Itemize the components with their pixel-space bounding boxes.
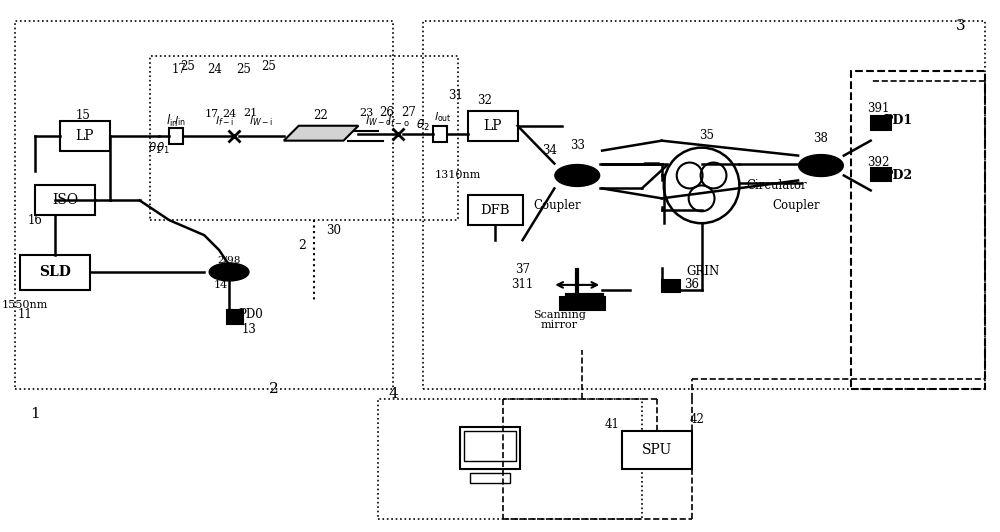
Text: 24: 24 <box>222 109 236 119</box>
Bar <box>851 71 985 389</box>
Text: 4: 4 <box>388 387 398 401</box>
Text: 31: 31 <box>448 89 463 102</box>
Text: $l_{\rm out}$: $l_{\rm out}$ <box>434 110 452 124</box>
Text: $l_{\rm in}$: $l_{\rm in}$ <box>166 113 178 129</box>
Text: 2: 2 <box>269 383 279 396</box>
Text: 16: 16 <box>28 214 43 227</box>
Text: 42: 42 <box>689 413 704 426</box>
Bar <box>227 310 243 323</box>
Bar <box>20 255 90 290</box>
Text: $l_{f\rm -i}$: $l_{f\rm -i}$ <box>215 114 234 128</box>
Text: 11: 11 <box>18 308 33 321</box>
Text: 23: 23 <box>359 108 373 118</box>
Text: SPU: SPU <box>642 443 672 457</box>
Text: 21: 21 <box>243 108 257 118</box>
Text: Circulator: Circulator <box>746 179 807 192</box>
Text: 25: 25 <box>261 60 276 72</box>
Text: 392: 392 <box>867 156 890 169</box>
Text: Coupler: Coupler <box>772 199 820 212</box>
Bar <box>468 111 518 140</box>
Text: Coupler: Coupler <box>534 199 581 212</box>
Bar <box>470 473 510 483</box>
Text: $\theta_1$: $\theta_1$ <box>148 141 161 156</box>
Bar <box>460 427 520 469</box>
Text: $l_{W\rm -i}$: $l_{W\rm -i}$ <box>249 114 273 128</box>
Text: 33: 33 <box>570 139 585 152</box>
Ellipse shape <box>799 155 843 177</box>
Text: $\theta_1$: $\theta_1$ <box>156 141 169 156</box>
Bar <box>662 280 680 292</box>
Text: PD2: PD2 <box>883 169 912 182</box>
Text: SLD: SLD <box>39 265 71 279</box>
Text: 36: 36 <box>684 278 699 292</box>
Text: LP: LP <box>76 129 94 143</box>
Text: $l_{f\rm -o}$: $l_{f\rm -o}$ <box>387 113 410 129</box>
Text: 38: 38 <box>814 132 828 145</box>
Bar <box>871 116 891 130</box>
Bar <box>35 186 95 215</box>
Bar <box>560 297 605 310</box>
Bar <box>423 21 985 389</box>
Bar <box>60 121 110 151</box>
Text: 3: 3 <box>955 19 965 34</box>
Text: 14: 14 <box>214 280 228 290</box>
Ellipse shape <box>555 164 600 186</box>
Bar <box>622 431 692 469</box>
Text: mirror: mirror <box>541 320 578 330</box>
Text: 17: 17 <box>172 63 187 76</box>
Text: 27: 27 <box>401 106 416 119</box>
Text: 24: 24 <box>207 63 222 76</box>
Text: 30: 30 <box>326 223 341 237</box>
Text: 1550nm: 1550nm <box>2 300 48 310</box>
Text: $\theta_2$: $\theta_2$ <box>416 118 430 134</box>
Text: 32: 32 <box>477 94 492 107</box>
Text: DFB: DFB <box>480 204 509 217</box>
Bar <box>464 431 516 461</box>
Bar <box>468 195 523 225</box>
Text: GRIN: GRIN <box>687 265 720 278</box>
Text: 35: 35 <box>699 129 714 142</box>
Text: PD1: PD1 <box>883 114 912 127</box>
Text: 25: 25 <box>180 60 195 72</box>
Text: PD0: PD0 <box>239 308 263 321</box>
Text: 17: 17 <box>205 109 219 119</box>
Text: 41: 41 <box>605 418 619 431</box>
Text: $l_{W\rm -o}$: $l_{W\rm -o}$ <box>365 114 392 128</box>
Bar <box>433 126 447 142</box>
Bar <box>169 128 183 144</box>
Text: 2: 2 <box>298 239 306 252</box>
Text: 34: 34 <box>542 144 557 157</box>
Text: 311: 311 <box>511 278 534 292</box>
Text: 15: 15 <box>75 109 90 122</box>
Text: 1310nm: 1310nm <box>435 170 481 180</box>
Ellipse shape <box>209 263 249 281</box>
Text: LP: LP <box>483 119 502 133</box>
Text: 2/98: 2/98 <box>217 255 241 264</box>
Text: 37: 37 <box>515 263 530 277</box>
Text: $l_{\rm in}$: $l_{\rm in}$ <box>174 114 185 128</box>
Text: 25: 25 <box>237 63 251 76</box>
Text: 391: 391 <box>867 102 890 115</box>
Text: Scanning: Scanning <box>533 310 586 320</box>
Text: 13: 13 <box>242 323 256 336</box>
Bar <box>15 21 393 389</box>
Bar <box>150 56 458 220</box>
Bar <box>871 168 891 181</box>
Text: 1: 1 <box>30 407 40 421</box>
Text: 22: 22 <box>313 109 328 122</box>
Text: ISO: ISO <box>52 193 78 207</box>
Bar <box>378 400 642 519</box>
Text: 26: 26 <box>379 106 394 119</box>
Polygon shape <box>284 126 358 140</box>
